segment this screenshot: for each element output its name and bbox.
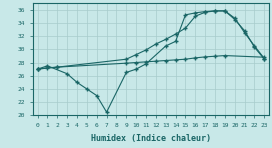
X-axis label: Humidex (Indice chaleur): Humidex (Indice chaleur): [91, 134, 211, 143]
